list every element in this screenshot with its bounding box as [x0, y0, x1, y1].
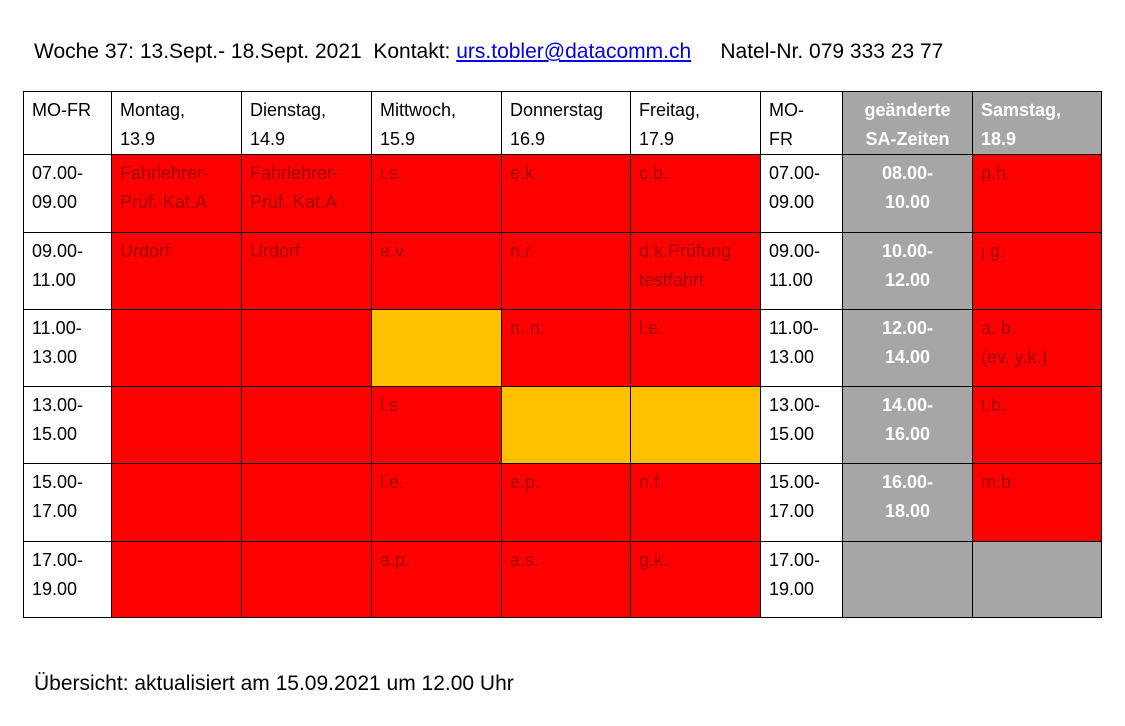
cell: t.b.	[972, 386, 1102, 464]
cell: 12.00- 14.00	[842, 309, 973, 387]
column-header: MO-FR	[23, 91, 112, 155]
cell	[241, 541, 372, 618]
footer: Übersicht: aktualisiert am 15.09.2021 um…	[34, 672, 514, 695]
header-intro: Woche 37: 13.Sept.- 18.Sept. 2021 Kontak…	[34, 40, 451, 63]
cell: 14.00- 16.00	[842, 386, 973, 464]
header: Woche 37: 13.Sept.- 18.Sept. 2021 Kontak…	[34, 40, 943, 64]
cell: 07.00- 09.00	[23, 154, 112, 233]
cell	[241, 386, 372, 464]
cell: n.r.	[501, 232, 631, 310]
cell: 08.00- 10.00	[842, 154, 973, 233]
cell: 13.00- 15.00	[23, 386, 112, 464]
row: 15.00- 17.00 l.e. e.p. n.f. 15.00- 17.00 16.0…	[23, 463, 1102, 542]
cell: 09.00- 11.00	[23, 232, 112, 310]
cell	[241, 463, 372, 542]
cell: e.k.	[501, 154, 631, 233]
cell: 15.00- 17.00	[23, 463, 112, 542]
row: 13.00- 15.00 l.s 13.00- 15.00 14.00- 16.00 t…	[23, 386, 1102, 464]
cell: c.b.	[630, 154, 761, 233]
row: 11.00- 13.00 n. n. l.e. 11.00- 13.00 12.00- …	[23, 309, 1102, 387]
column-header: Montag, 13.9	[111, 91, 242, 155]
cell	[842, 541, 973, 618]
column-header: Donnerstag 16.9	[501, 91, 631, 155]
cell: 17.00- 19.00	[23, 541, 112, 618]
cell: 15.00- 17.00	[760, 463, 843, 542]
cell: l.e.	[630, 309, 761, 387]
cell: Urdorf	[111, 232, 242, 310]
cell	[111, 463, 242, 542]
cell: l.s	[371, 386, 502, 464]
cell: n.f.	[630, 463, 761, 542]
cell	[111, 309, 242, 387]
cell: p.h.	[972, 154, 1102, 233]
cell: g.k.	[630, 541, 761, 618]
cell: a. b. (ev. y.k.)	[972, 309, 1102, 387]
cell: e.p.	[501, 463, 631, 542]
cell: m.b.	[972, 463, 1102, 542]
phone: Natel-Nr. 079 333 23 77	[720, 40, 944, 63]
cell	[111, 386, 242, 464]
cell: l.e.	[371, 463, 502, 542]
schedule-table: MO-FR Montag, 13.9 Dienstag, 14.9 Mittwoch,…	[23, 91, 1102, 618]
cell: 17.00- 19.00	[760, 541, 843, 618]
column-header: Mittwoch, 15.9	[371, 91, 502, 155]
cell	[371, 309, 502, 387]
cell: e.v.	[371, 232, 502, 310]
cell	[241, 309, 372, 387]
cell: d.k.Prüfung testfahrt	[630, 232, 761, 310]
column-header: geänderte SA-Zeiten	[842, 91, 973, 155]
cell: i.s.	[371, 154, 502, 233]
cell: j.g.	[972, 232, 1102, 310]
cell: 16.00- 18.00	[842, 463, 973, 542]
cell: 10.00- 12.00	[842, 232, 973, 310]
cell: 11.00- 13.00	[23, 309, 112, 387]
email-link[interactable]: urs.tobler@datacomm.ch	[456, 40, 692, 63]
column-header: MO- FR	[760, 91, 843, 155]
cell: Fahrlehrer- Prüf. Kat.A	[111, 154, 242, 233]
column-header: Dienstag, 14.9	[241, 91, 372, 155]
cell: 09.00- 11.00	[760, 232, 843, 310]
cell	[111, 541, 242, 618]
column-header: Freitag, 17.9	[630, 91, 761, 155]
cell: n. n.	[501, 309, 631, 387]
cell: 07.00- 09.00	[760, 154, 843, 233]
column-header: Samstag, 18.9	[972, 91, 1102, 155]
header-row: MO-FR Montag, 13.9 Dienstag, 14.9 Mittwoch,…	[23, 91, 1102, 155]
cell: a.p.	[371, 541, 502, 618]
cell: Fahrlehrer- Prüf. Kat.A	[241, 154, 372, 233]
cell: Urdorf	[241, 232, 372, 310]
row: 17.00- 19.00 a.p. a.s. g.k. 17.00- 19.00	[23, 541, 1102, 618]
cell: a.s.	[501, 541, 631, 618]
cell	[972, 541, 1102, 618]
cell: 13.00- 15.00	[760, 386, 843, 464]
cell: 11.00- 13.00	[760, 309, 843, 387]
row: 09.00- 11.00 Urdorf Urdorf e.v. n.r. d.k.Prüf…	[23, 232, 1102, 310]
cell	[630, 386, 761, 464]
row: 07.00- 09.00 Fahrlehrer- Prüf. Kat.A Fahrl…	[23, 154, 1102, 233]
cell	[501, 386, 631, 464]
